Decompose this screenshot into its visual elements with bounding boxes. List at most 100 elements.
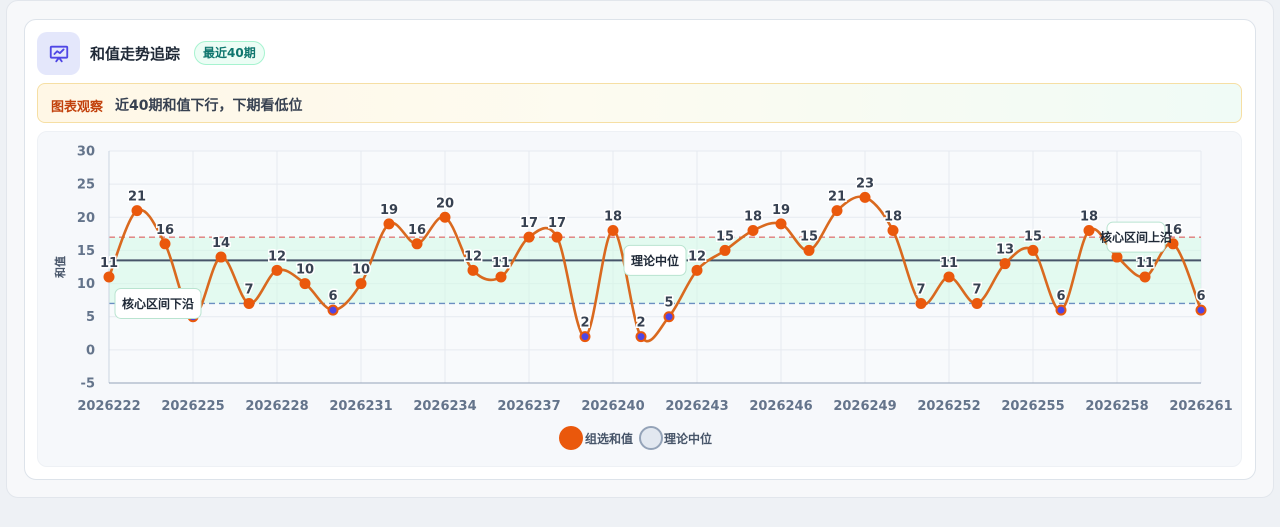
observation-banner: 图表观察 近40期和值下行，下期看低位 [37, 83, 1242, 123]
data-label: 16 [1164, 223, 1182, 238]
data-point [887, 225, 899, 237]
data-point [1083, 225, 1095, 237]
data-label: 13 [996, 243, 1014, 258]
data-point [915, 297, 927, 309]
data-point [467, 264, 479, 276]
data-point [691, 264, 703, 276]
data-point [439, 211, 451, 223]
data-label: 7 [972, 282, 981, 297]
data-point [635, 331, 647, 343]
data-label: 7 [916, 282, 925, 297]
data-point [803, 244, 815, 256]
data-label: 18 [604, 210, 622, 225]
data-point [663, 311, 675, 323]
upper-bound-tag-box [1106, 221, 1166, 253]
data-point [271, 264, 283, 276]
data-point [747, 225, 759, 237]
data-label: 11 [492, 256, 510, 271]
y-tick-label: 25 [77, 178, 95, 193]
data-point [495, 271, 507, 283]
data-point [355, 278, 367, 290]
median-tag-box [623, 244, 687, 276]
upper-bound-tag: 核心区间上沿 [1100, 221, 1172, 253]
y-tick-label: 5 [86, 310, 95, 325]
data-label: 21 [828, 190, 846, 205]
legend-marker-median [639, 426, 663, 450]
data-label: 18 [744, 210, 762, 225]
data-point [719, 244, 731, 256]
data-point [1111, 251, 1123, 263]
data-point [383, 218, 395, 230]
legend-label-sum: 组选和值 [585, 431, 633, 446]
data-label: 15 [800, 229, 818, 244]
data-label: 5 [664, 296, 673, 311]
data-label: 11 [100, 256, 118, 271]
data-label: 2 [636, 316, 645, 331]
y-tick-label: 20 [77, 211, 95, 226]
data-point [971, 297, 983, 309]
data-label: 6 [1196, 289, 1205, 304]
data-point [103, 271, 115, 283]
period-badge: 最近40期 [194, 41, 265, 65]
data-label: 12 [268, 249, 286, 264]
data-point [859, 191, 871, 203]
data-label: 12 [464, 249, 482, 264]
data-point [131, 205, 143, 217]
data-label: 6 [1056, 289, 1065, 304]
x-tick-label: 2026228 [245, 399, 308, 414]
data-point [999, 258, 1011, 270]
data-point [523, 231, 535, 243]
y-axis-label: 和值 [53, 256, 67, 278]
data-label: 15 [1024, 229, 1042, 244]
lower-bound-tag-box [114, 287, 202, 319]
data-point [1167, 238, 1179, 250]
data-point [1055, 304, 1067, 316]
data-label: 21 [128, 190, 146, 205]
data-label: 7 [244, 282, 253, 297]
x-tick-label: 2026237 [497, 399, 560, 414]
legend: 组选和值 理论中位 [559, 426, 712, 450]
x-tick-label: 2026225 [161, 399, 224, 414]
data-label: 10 [352, 263, 370, 278]
data-label: 11 [940, 256, 958, 271]
data-point [299, 278, 311, 290]
data-point [579, 331, 591, 343]
data-point [159, 238, 171, 250]
data-label: 18 [1080, 210, 1098, 225]
x-tick-label: 2026243 [665, 399, 728, 414]
y-tick-label: 10 [77, 277, 95, 292]
data-label: 20 [436, 196, 454, 211]
data-label: 18 [884, 210, 902, 225]
data-point [943, 271, 955, 283]
legend-marker-sum [559, 426, 583, 450]
data-point [215, 251, 227, 263]
y-tick-label: 30 [77, 145, 95, 160]
y-tick-label: 15 [77, 244, 95, 259]
data-point [831, 205, 843, 217]
x-tick-label: 2026234 [413, 399, 476, 414]
data-label: 12 [688, 249, 706, 264]
data-point [1139, 271, 1151, 283]
chart-icon-container [37, 32, 80, 75]
data-label: 15 [716, 229, 734, 244]
x-tick-label: 2026222 [77, 399, 140, 414]
data-point [1195, 304, 1207, 316]
x-tick-label: 2026246 [749, 399, 812, 414]
data-label: 10 [296, 263, 314, 278]
x-tick-label: 2026255 [1001, 399, 1064, 414]
y-tick-label: -5 [81, 377, 95, 392]
y-tick-label: 0 [86, 343, 95, 358]
data-label: 11 [1136, 256, 1154, 271]
data-point [607, 225, 619, 237]
data-point [243, 297, 255, 309]
data-label: 19 [772, 203, 790, 218]
lower-bound-tag-text: 核心区间下沿 [122, 296, 194, 311]
data-label: 14 [212, 236, 230, 251]
data-label: 2 [580, 316, 589, 331]
x-tick-label: 2026252 [917, 399, 980, 414]
data-point [551, 231, 563, 243]
x-tick-label: 2026258 [1085, 399, 1148, 414]
data-label: 16 [156, 223, 174, 238]
lower-bound-tag: 核心区间下沿 [114, 287, 202, 319]
